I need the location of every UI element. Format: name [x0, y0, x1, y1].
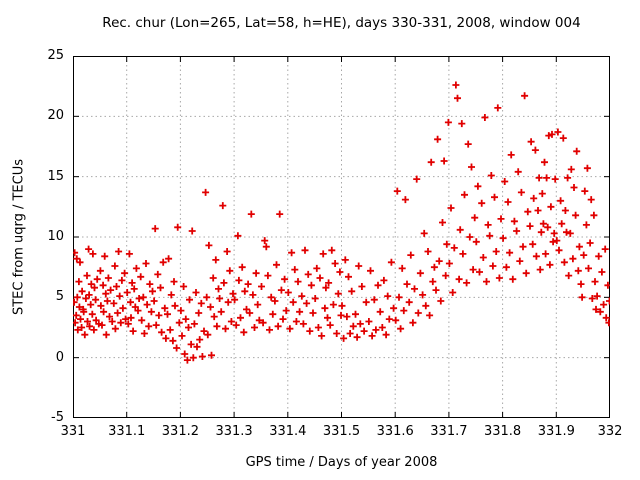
- x-tick-label: 331.7: [430, 424, 468, 439]
- y-tick-label: 25: [47, 48, 64, 63]
- y-tick-label: 20: [47, 108, 64, 124]
- plot-border: [73, 56, 610, 418]
- y-tick-label: 15: [47, 168, 64, 184]
- x-tick-label: 331.5: [322, 424, 361, 439]
- y-tick-label: 5: [55, 289, 64, 305]
- x-tick-label: 331.2: [161, 424, 199, 439]
- y-tick-label: 0: [55, 349, 64, 365]
- x-tick-label: 331.1: [108, 424, 146, 439]
- x-tick-label: 331.9: [537, 424, 575, 439]
- x-tick-label: 331: [60, 424, 86, 439]
- scatter-canvas: [73, 56, 610, 418]
- x-tick-label: 331.6: [376, 424, 414, 439]
- x-tick-label: 331.8: [483, 424, 522, 439]
- x-tick-label: 331.4: [269, 424, 307, 439]
- chart-title: Rec. chur (Lon=265, Lat=58, h=HE), days …: [102, 15, 581, 31]
- y-tick-label: -5: [51, 410, 64, 425]
- y-tick-label: 10: [47, 229, 64, 244]
- x-axis-label: GPS time / Days of year 2008: [245, 455, 438, 470]
- scatter-points: [73, 81, 610, 364]
- x-tick-label: 332: [597, 424, 623, 439]
- x-tick-label: 331.3: [215, 424, 253, 439]
- plot-area: [73, 56, 610, 418]
